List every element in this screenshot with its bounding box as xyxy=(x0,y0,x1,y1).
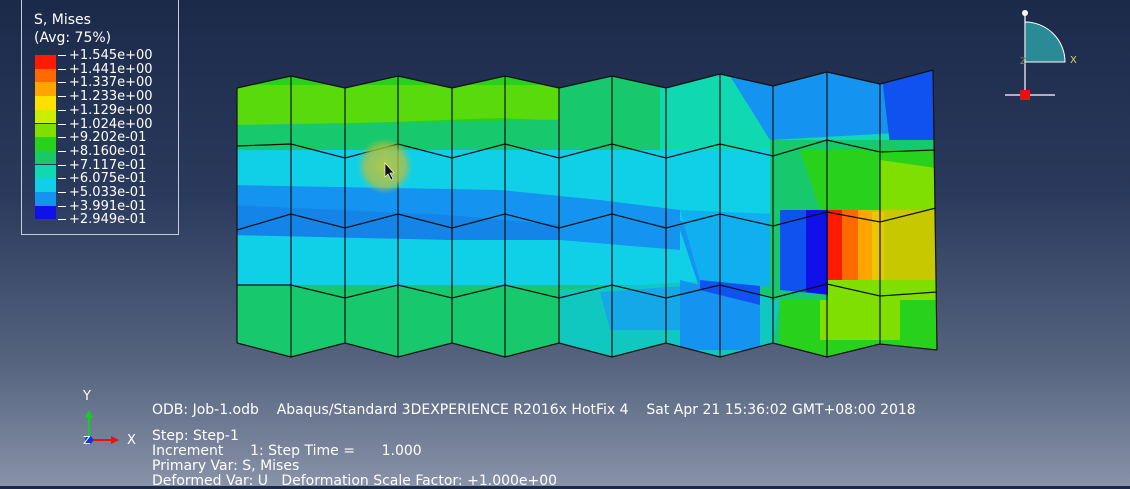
legend-tick xyxy=(58,205,66,207)
view-x-label: X xyxy=(1070,55,1077,66)
legend-swatch xyxy=(35,137,56,151)
legend-tick xyxy=(58,68,66,70)
legend-value: +2.949e-01 xyxy=(69,212,147,228)
legend-value: +1.233e+00 xyxy=(69,89,153,105)
legend-tick xyxy=(58,164,66,166)
odb-info-line: ODB: Job-1.odb Abaqus/Standard 3DEXPERIE… xyxy=(152,403,916,418)
legend-swatch xyxy=(35,96,56,110)
axis-x-label: X xyxy=(127,433,136,448)
legend-tick xyxy=(58,55,66,56)
legend-value: +3.991e-01 xyxy=(69,198,147,214)
legend-value: +1.024e+00 xyxy=(69,116,153,132)
legend-tick xyxy=(58,219,66,221)
legend-tick xyxy=(58,96,66,98)
legend-value: +1.545e+00 xyxy=(69,48,153,63)
legend-value: +8.160e-01 xyxy=(69,143,147,159)
legend-averaging: (Avg: 75%) xyxy=(34,30,112,46)
legend-tick xyxy=(58,150,66,152)
legend-value: +1.129e+00 xyxy=(69,102,153,118)
view-cube-triad[interactable] xyxy=(1005,10,1066,100)
legend-swatch xyxy=(35,150,56,165)
legend-value: +1.337e+00 xyxy=(69,75,153,91)
timestamp: Sat Apr 21 15:36:02 GMT+08:00 2018 xyxy=(646,402,916,418)
legend-value: +1.441e+00 xyxy=(69,61,153,77)
legend-swatch xyxy=(35,55,56,69)
axis-triad xyxy=(85,410,119,444)
mouse-pointer-icon xyxy=(384,162,395,181)
legend-title: S, Mises xyxy=(34,12,91,28)
legend-swatch xyxy=(35,82,56,96)
view-origin-marker xyxy=(1020,90,1030,100)
legend-swatch xyxy=(35,123,56,138)
legend-tick xyxy=(58,123,66,125)
legend-tick xyxy=(58,137,66,139)
step-info: Step: Step-1 xyxy=(152,428,239,444)
solver-version: Abaqus/Standard 3DEXPERIENCE R2016x HotF… xyxy=(276,402,629,418)
legend-tick xyxy=(58,82,66,84)
legend-swatch xyxy=(35,192,56,206)
stress-legend: S, Mises (Avg: 75%) +1.545e+00 +1.441e+00… xyxy=(21,0,179,235)
axis-z-label: Z xyxy=(83,434,91,447)
legend-value: +6.075e-01 xyxy=(69,171,147,187)
legend-tick xyxy=(58,178,66,180)
increment-info: Increment 1: Step Time = 1.000 xyxy=(152,443,422,459)
view-z-label: Z xyxy=(1020,57,1027,67)
legend-swatch xyxy=(35,109,56,124)
deformed-var-info: Deformed Var: U Deformation Scale Factor… xyxy=(152,473,558,489)
legend-tick xyxy=(58,109,66,111)
legend-value: +9.202e-01 xyxy=(69,130,147,146)
legend-tick xyxy=(58,192,66,193)
legend-swatch xyxy=(35,68,56,83)
primary-var-info: Primary Var: S, Mises xyxy=(152,458,300,474)
legend-swatch xyxy=(35,205,56,220)
mesh-edges xyxy=(236,69,938,358)
odb-name: ODB: Job-1.odb xyxy=(152,402,259,418)
legend-value: +7.117e-01 xyxy=(69,157,147,173)
legend-swatch xyxy=(35,178,56,192)
legend-swatch xyxy=(35,164,56,179)
legend-value: +5.033e-01 xyxy=(69,185,147,200)
axis-y-label: Y xyxy=(83,389,91,404)
